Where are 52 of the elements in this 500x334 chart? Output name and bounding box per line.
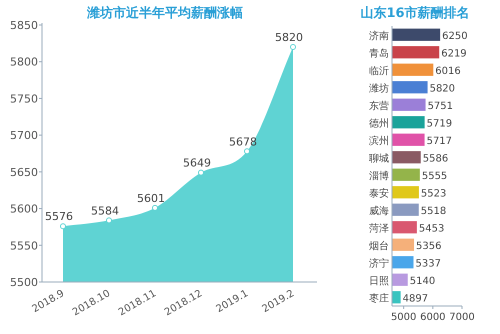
data-label: 5751 <box>428 100 454 112</box>
y-tick-label: 威海 <box>369 204 389 217</box>
data-label: 5584 <box>91 204 119 218</box>
data-label: 5719 <box>426 118 452 130</box>
y-tick-label: 菏泽 <box>369 222 389 234</box>
y-tick-label: 5750 <box>10 92 38 106</box>
y-tick-label: 5550 <box>10 239 38 252</box>
data-label: 5337 <box>415 258 441 270</box>
y-tick-label: 淄博 <box>369 170 389 182</box>
y-tick-label: 德州 <box>369 117 389 130</box>
data-label: 5576 <box>45 210 73 224</box>
x-tick-label: 6000 <box>420 312 446 323</box>
y-tick-label: 东营 <box>369 100 389 112</box>
y-tick-label: 日照 <box>369 276 389 287</box>
y-tick-label: 5700 <box>10 129 38 142</box>
y-tick-label: 临沂 <box>369 64 389 77</box>
data-label: 5586 <box>422 153 448 164</box>
y-tick-label: 滨州 <box>369 134 389 147</box>
y-tick-label: 5850 <box>10 19 38 32</box>
y-tick-label: 烟台 <box>369 240 389 252</box>
data-label: 6250 <box>442 30 468 42</box>
point <box>60 223 66 230</box>
data-label: 6016 <box>435 66 461 77</box>
data-label: 5649 <box>183 156 211 170</box>
data-label: 5555 <box>422 170 448 182</box>
data-label: 5356 <box>416 240 442 252</box>
y-tick-label: 济宁 <box>369 257 389 270</box>
y-tick-label: 潍坊 <box>369 82 389 94</box>
y-tick-label: 泰安 <box>369 187 389 200</box>
y-tick-label: 聊城 <box>369 152 389 164</box>
y-tick-label: 5500 <box>10 276 38 289</box>
data-label: 5453 <box>418 223 444 234</box>
data-label: 5518 <box>420 206 446 217</box>
y-tick-label: 济南 <box>369 30 389 42</box>
data-label: 5820 <box>430 83 456 94</box>
data-label: 6219 <box>441 48 467 60</box>
y-tick-label: 5650 <box>10 166 38 179</box>
point <box>290 44 296 50</box>
y-tick-label: 5600 <box>10 202 38 216</box>
x-tick-label: 5000 <box>390 312 416 323</box>
y-tick-label: 青岛 <box>369 47 389 60</box>
data-label: 4897 <box>402 293 428 304</box>
data-label: 5820 <box>275 31 303 44</box>
data-label: 5523 <box>420 188 446 200</box>
y-tick-label: 5800 <box>10 56 38 69</box>
data-label: 5601 <box>137 192 165 205</box>
data-label: 5717 <box>426 136 452 147</box>
chart-title: 潍坊市近半年平均薪酬涨幅 <box>86 5 243 21</box>
chart-title: 山东16市薪酬排名 <box>360 5 470 21</box>
data-label: 5140 <box>410 276 436 287</box>
x-tick-label: 7000 <box>449 312 475 323</box>
y-tick-label: 枣庄 <box>369 292 389 304</box>
